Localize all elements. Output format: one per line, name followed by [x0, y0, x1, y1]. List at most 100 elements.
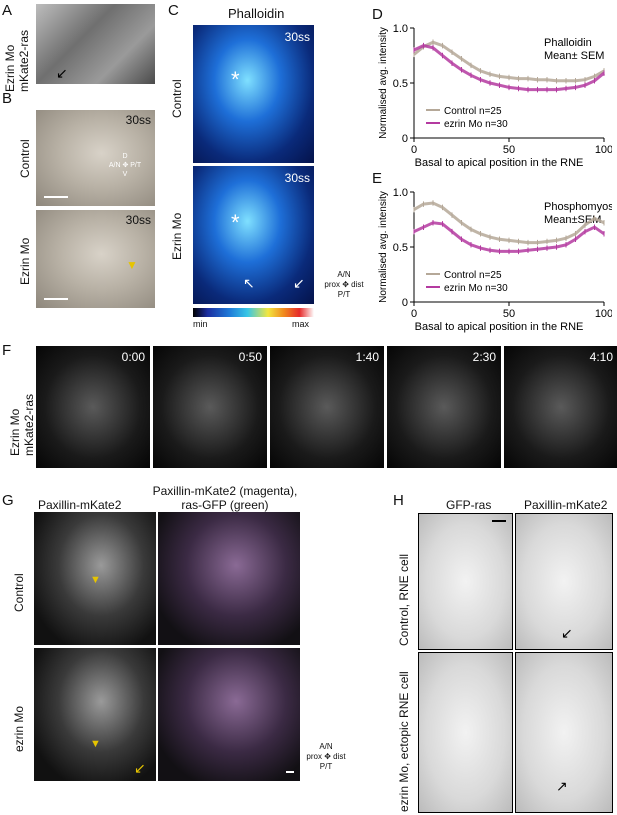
x-tick-label: 0 — [411, 144, 417, 156]
panel-h-col1: GFP-ras — [446, 498, 492, 512]
asterisk-icon: * — [231, 67, 240, 92]
x-tick-label: 100 — [595, 144, 612, 156]
scale-bar — [44, 298, 68, 300]
compass-pt: P/T — [337, 290, 351, 299]
compass-pt: P/T — [130, 162, 142, 169]
y-tick-label: 0.5 — [393, 242, 408, 254]
time-label: 0:00 — [121, 350, 145, 364]
arrow-icon: ↙ — [561, 625, 573, 641]
time-label: 30ss — [125, 213, 151, 227]
panel-c-ezrin-image: 30ss * ↖ ↙ — [193, 166, 314, 304]
panel-f-label: Ezrin Mo mKate2-ras — [8, 394, 36, 456]
panel-g-col2: Paxillin-mKate2 (magenta), ras-GFP (gree… — [150, 484, 300, 512]
panel-h-control-gfp — [418, 513, 513, 650]
panel-h-row-ezrin: ezrin Mo, ectopic RNE cell — [397, 671, 411, 812]
panel-b-row-control: Control — [18, 139, 32, 178]
panel-h-row-control: Control, RNE cell — [397, 553, 411, 646]
panel-c-control-image: 30ss * — [193, 25, 314, 163]
y-axis-label: Normalised avg. intensity — [378, 27, 389, 139]
legend-label: ezrin Mo n=30 — [444, 283, 508, 294]
y-tick-label: 1.0 — [393, 23, 408, 35]
compass-an: A/N — [108, 162, 121, 169]
y-axis-label: Normalised avg. intensity — [378, 191, 389, 303]
time-label: 30ss — [125, 113, 151, 127]
x-axis-label: Basal to apical position in the RNE — [415, 157, 584, 169]
scale-bar — [492, 520, 506, 522]
panel-h-col2: Paxillin-mKate2 — [524, 498, 608, 512]
compass-an: A/N — [337, 270, 351, 279]
panel-g-col1: Paxillin-mKate2 — [38, 498, 122, 512]
panel-b-control-image: 30ss D A/N ✥ P/T V — [36, 110, 155, 206]
compass-d: D — [122, 153, 128, 160]
panel-f-label-line2: mKate2-ras — [22, 393, 36, 456]
y-tick-label: 0 — [402, 297, 408, 309]
arrow-icon: ↙ — [293, 275, 305, 291]
panel-letter-d: D — [372, 6, 383, 23]
compass-pt: P/T — [319, 762, 333, 771]
arrow-icon: ↗ — [556, 778, 568, 794]
arrow-icon: ↖ — [243, 275, 255, 291]
panel-g-ezrin-paxillin: ▼ ↙ — [34, 648, 156, 781]
chart-e: 0 0.5 1.0 0 50 100 Basal to apical position in… — [378, 187, 612, 333]
x-tick-label: 100 — [595, 308, 612, 320]
x-axis-label: Basal to apical position in the RNE — [415, 321, 584, 333]
panel-f-frame: 2:30 — [387, 346, 501, 468]
panel-f-label-line1: Ezrin Mo — [8, 408, 22, 456]
panel-b-ezrin-image: 30ss ▼ — [36, 210, 155, 308]
panel-f-frame: 4:10 — [504, 346, 617, 468]
legend-label: Control n=25 — [444, 106, 502, 117]
scale-bar — [286, 771, 294, 773]
compass-an: A/N — [319, 742, 333, 751]
chart-d: 0 0.5 1.0 0 50 100 Basal to apical position in… — [378, 23, 612, 169]
panel-h-ezrin-paxillin: ↗ — [515, 652, 613, 813]
panel-c-row-ezrin: Ezrin Mo — [170, 212, 184, 260]
panel-a-image — [36, 4, 155, 84]
panel-g-row-control: Control — [12, 573, 26, 612]
panel-h-ezrin-gfp — [418, 652, 513, 813]
arrow-icon: ↙ — [56, 65, 68, 81]
arrow-icon: ↙ — [134, 760, 146, 776]
scale-bar — [44, 196, 68, 198]
chart-subtitle: Mean± SEM — [544, 50, 604, 62]
panel-letter-c: C — [168, 2, 179, 19]
panel-letter-h: H — [393, 492, 404, 509]
panel-a-label-line2: mKate2-ras — [17, 29, 31, 92]
time-label: 0:50 — [238, 350, 262, 364]
colorbar — [193, 308, 314, 317]
panel-g-row-ezrin: ezrin Mo — [12, 705, 26, 752]
compass-dist: dist — [333, 752, 346, 761]
compass-dist: dist — [351, 280, 364, 289]
panel-a-label-line1: Ezrin Mo — [3, 44, 17, 92]
panel-h-control-paxillin: ↙ — [515, 513, 613, 650]
panel-b-row-ezrin: Ezrin Mo — [18, 237, 32, 285]
panel-f-frame: 0:00 — [36, 346, 150, 468]
panel-f-frame: 1:40 — [270, 346, 384, 468]
panel-letter-f: F — [2, 342, 12, 359]
panel-a-label: Ezrin Mo mKate2-ras — [3, 2, 31, 92]
panel-f-frame: 0:50 — [153, 346, 267, 468]
compass-icon: D A/N ✥ P/T V — [102, 152, 148, 179]
y-tick-label: 0 — [402, 133, 408, 145]
time-label: 4:10 — [589, 350, 613, 364]
panel-g-control-paxillin: ▼ — [34, 512, 156, 645]
chart-title: Phalloidin — [544, 37, 592, 49]
panel-letter-g: G — [2, 492, 14, 509]
compass-v: V — [122, 171, 128, 178]
y-tick-label: 0.5 — [393, 78, 408, 90]
x-tick-label: 50 — [503, 308, 515, 320]
time-label: 30ss — [284, 171, 310, 185]
chart-title: Phosphomyosin — [544, 201, 612, 213]
legend-label: ezrin Mo n=30 — [444, 119, 508, 130]
legend-label: Control n=25 — [444, 270, 502, 281]
asterisk-icon: * — [231, 210, 240, 235]
panel-letter-b: B — [2, 90, 13, 107]
arrowhead-icon: ▼ — [126, 258, 138, 272]
colorbar-min: min — [193, 319, 208, 329]
compass-prox: prox — [324, 280, 340, 289]
panel-letter-e: E — [372, 170, 383, 187]
panel-g-col2-line1: Paxillin-mKate2 (magenta), — [152, 484, 298, 498]
panel-c-row-control: Control — [170, 79, 184, 118]
compass-icon: A/N prox ✥ dist P/T — [318, 270, 370, 300]
compass-prox: prox — [306, 752, 322, 761]
time-label: 30ss — [284, 30, 310, 44]
